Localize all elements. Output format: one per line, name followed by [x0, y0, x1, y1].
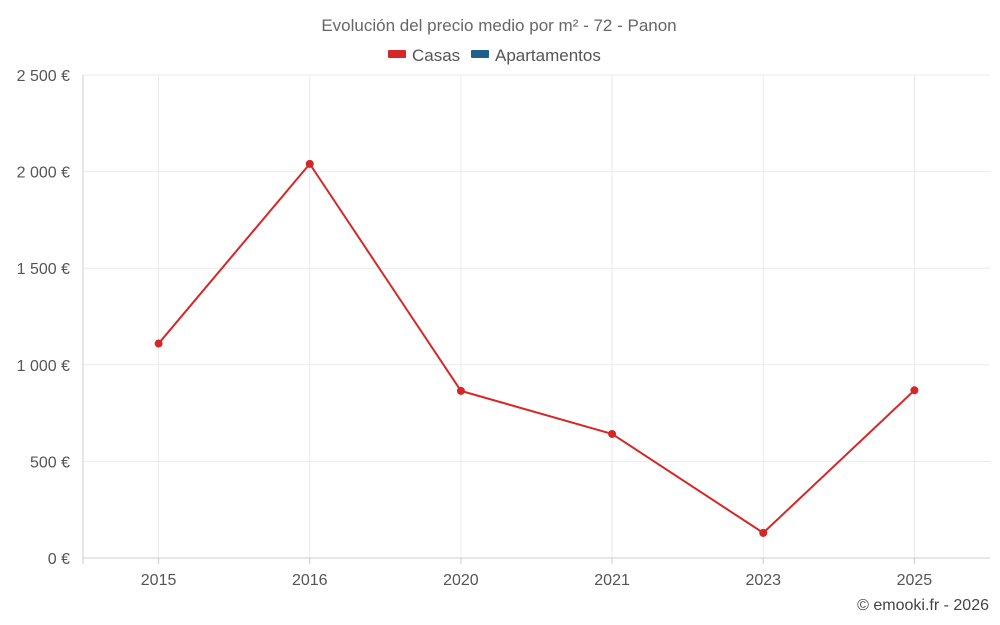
series-line-casas: [157, 162, 916, 534]
data-point-casas-2025[interactable]: [910, 386, 919, 395]
data-point-casas-2023[interactable]: [759, 528, 768, 537]
x-tick-label: 2021: [594, 572, 630, 589]
series-casas: [154, 159, 919, 537]
x-tick-label: 2015: [141, 572, 177, 589]
data-point-casas-2021[interactable]: [608, 429, 617, 438]
y-tick-label: 0 €: [48, 551, 70, 568]
legend: Casas Apartamentos: [388, 46, 601, 65]
data-point-casas-2016[interactable]: [305, 159, 314, 168]
credit-text: © emooki.fr - 2026: [857, 597, 989, 614]
legend-item-casas[interactable]: Casas: [388, 46, 460, 65]
x-tick-label: 2016: [292, 572, 328, 589]
y-tick-label: 2 500 €: [17, 68, 70, 85]
y-tick-label: 1 000 €: [17, 358, 70, 375]
legend-item-apartamentos[interactable]: Apartamentos: [471, 46, 601, 65]
grid: [83, 74, 990, 558]
y-tick-label: 1 500 €: [17, 261, 70, 278]
x-tick-label: 2020: [443, 572, 479, 589]
data-point-casas-2020[interactable]: [456, 386, 465, 395]
data-point-casas-2015[interactable]: [154, 339, 163, 348]
legend-swatch-casas: [388, 50, 406, 58]
y-tick-label: 2 000 €: [17, 165, 70, 182]
legend-swatch-apartamentos: [471, 50, 489, 58]
chart-title: Evolución del precio medio por m² - 72 -…: [321, 16, 676, 35]
x-tick-label: 2023: [745, 572, 781, 589]
legend-label-apartamentos: Apartamentos: [495, 46, 601, 65]
legend-label-casas: Casas: [412, 46, 460, 65]
x-tick-label: 2025: [897, 572, 933, 589]
axes: 0 € 500 € 1 000 € 1 500 € 2 000 € 2 500 € 2015…: [17, 68, 990, 589]
y-tick-label: 500 €: [30, 454, 70, 471]
